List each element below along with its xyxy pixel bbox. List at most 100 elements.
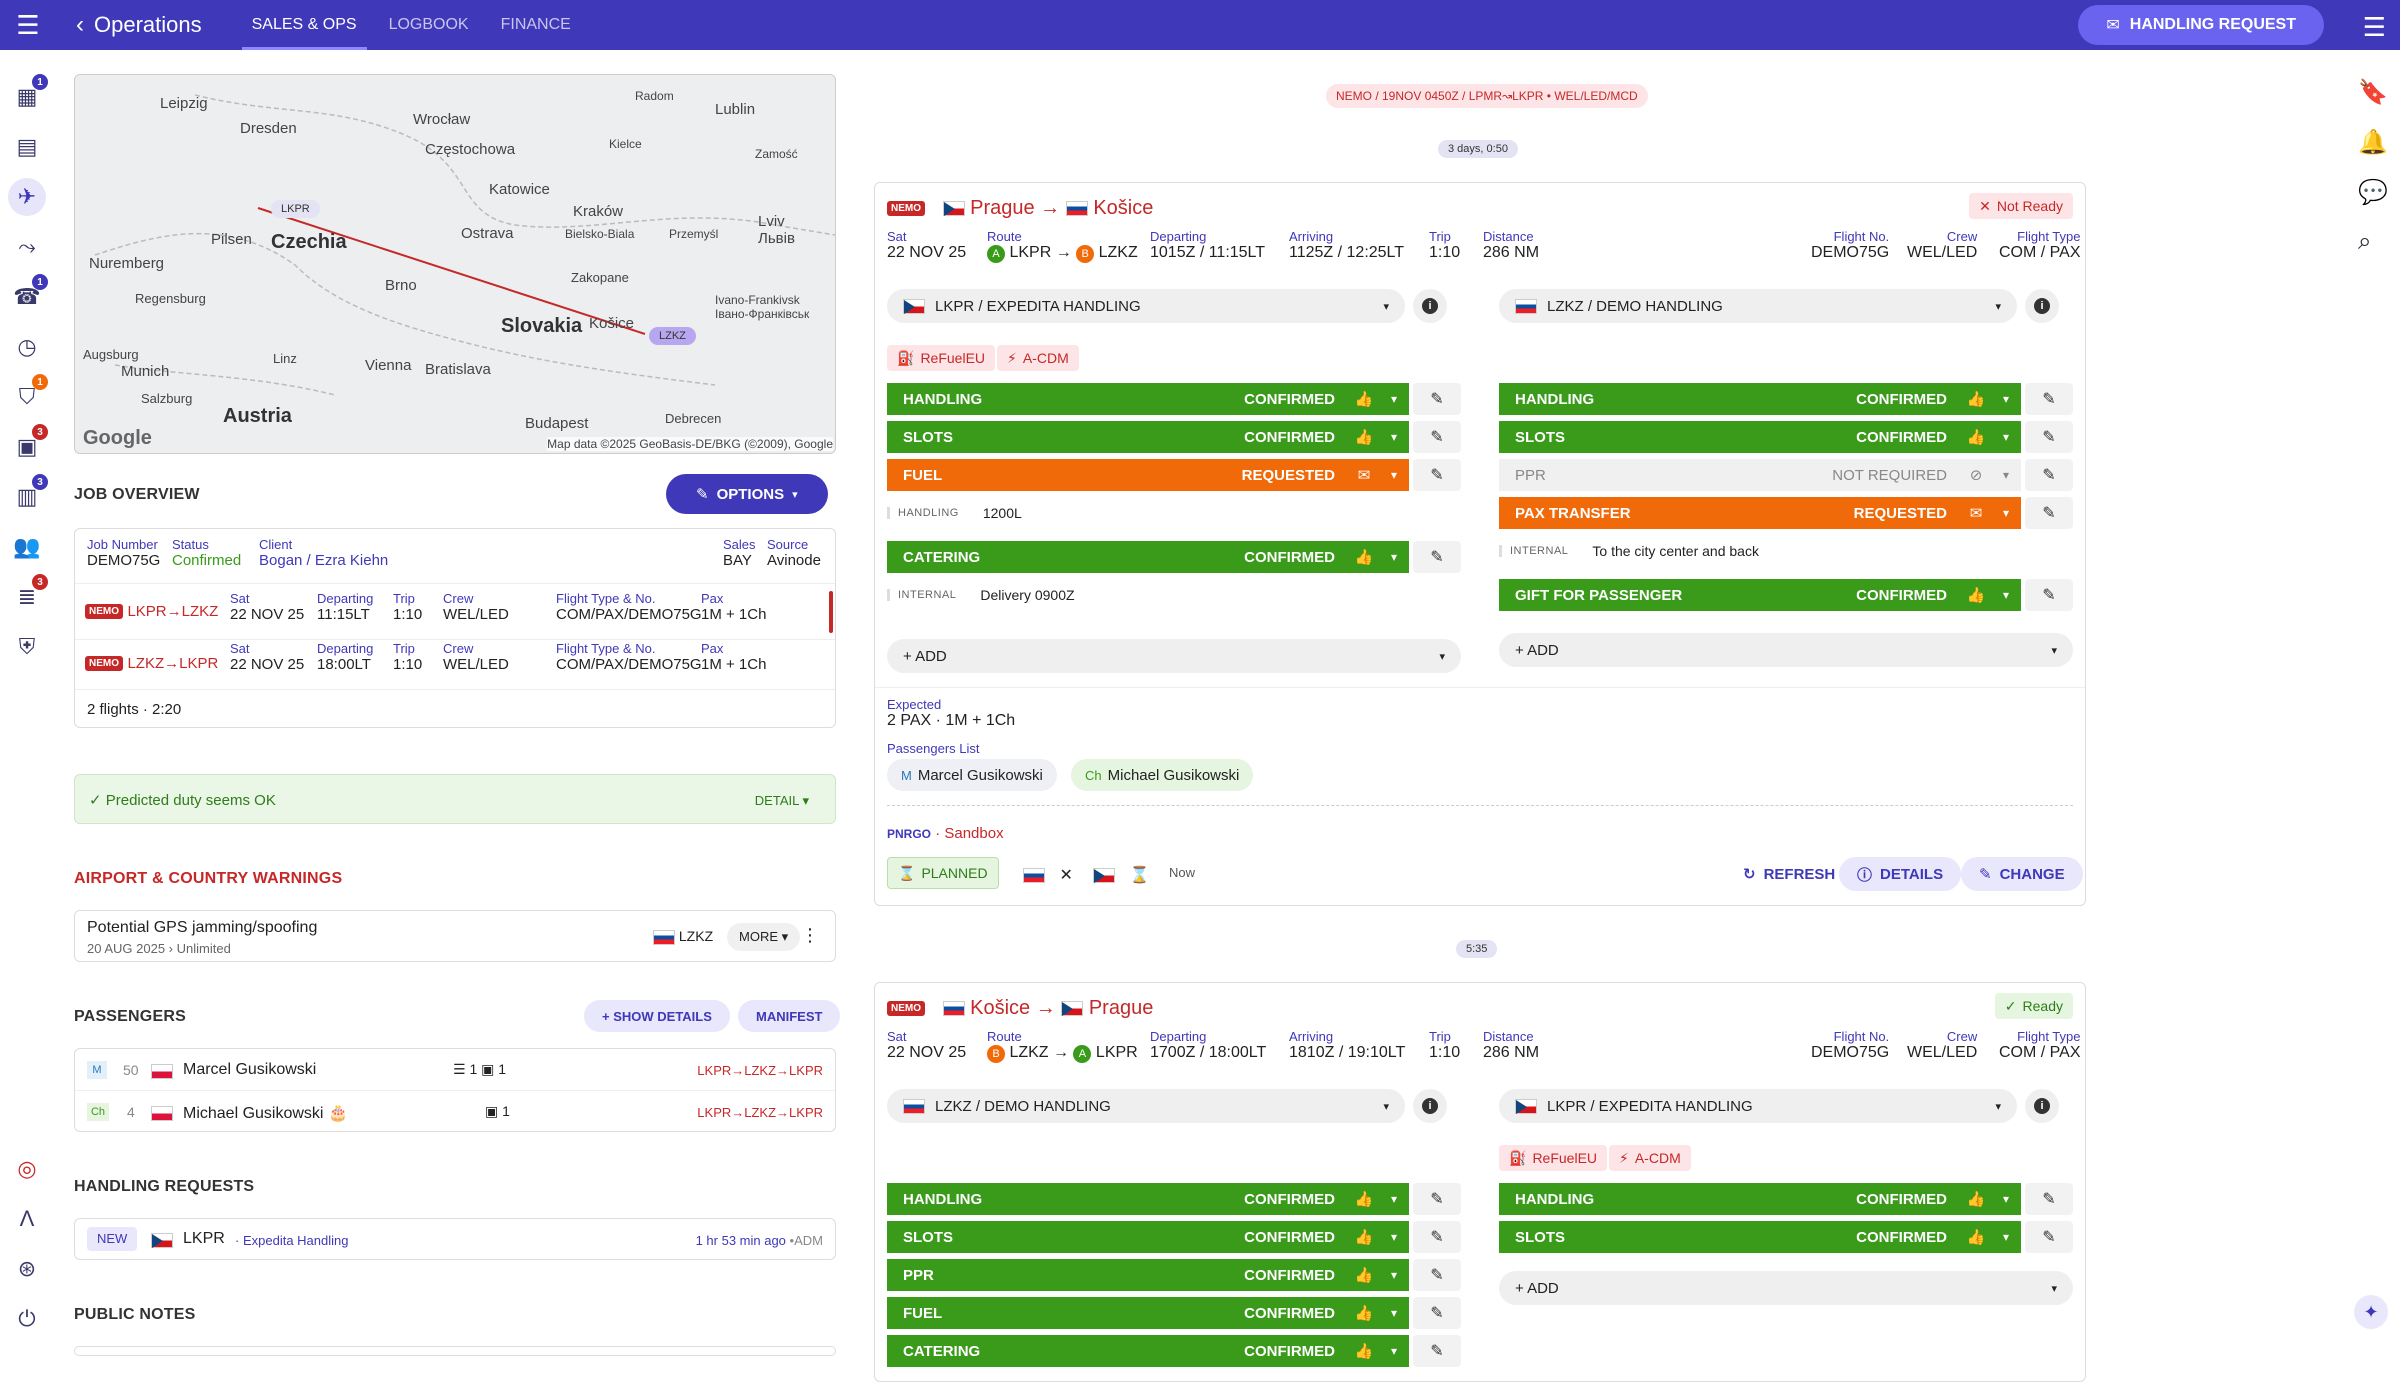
edit-pencil-icon[interactable]: ✎: [2025, 421, 2073, 453]
edit-pencil-icon[interactable]: ✎: [1413, 1221, 1461, 1253]
kebab-menu-icon[interactable]: ⋮: [801, 925, 819, 945]
tab-logbook[interactable]: LOGBOOK: [388, 16, 469, 33]
support-icon[interactable]: ⊛: [17, 1256, 37, 1281]
service-row[interactable]: GIFT FOR PASSENGER CONFIRMED 👍 ▾: [1499, 579, 2021, 611]
service-row[interactable]: SLOTS CONFIRMED 👍 ▾: [1499, 1221, 2021, 1253]
chat-icon[interactable]: 💬: [2358, 179, 2388, 206]
right-menu-icon[interactable]: ☰: [2362, 12, 2386, 42]
service-row[interactable]: PAX TRANSFER REQUESTED ✉ ▾: [1499, 497, 2021, 529]
info-icon[interactable]: i: [2025, 289, 2059, 323]
more-button[interactable]: MORE ▾: [727, 923, 801, 951]
service-row[interactable]: HANDLING CONFIRMED 👍 ▾: [887, 383, 1409, 415]
people-icon[interactable]: 👥: [13, 534, 41, 559]
client-link[interactable]: Bogan / Ezra Kiehn: [259, 552, 389, 569]
clock-icon[interactable]: ◷: [17, 334, 37, 359]
security-icon[interactable]: ⛨: [18, 634, 36, 659]
route-icon[interactable]: ⤳: [18, 234, 36, 259]
service-row[interactable]: SLOTS CONFIRMED 👍 ▾: [887, 1221, 1409, 1253]
duty-detail-button[interactable]: DETAIL ▾: [754, 793, 809, 808]
passenger-chip[interactable]: Ch Michael Gusikowski: [1071, 759, 1254, 791]
edit-pencil-icon[interactable]: ✎: [2025, 383, 2073, 415]
back-arrow-icon[interactable]: ‹: [76, 11, 84, 38]
shield-check-icon[interactable]: ⛉ 1: [8, 374, 48, 416]
planned-status[interactable]: ⌛ PLANNED: [887, 857, 999, 889]
acdm-tag[interactable]: ⚡ A-CDM: [1609, 1145, 1691, 1171]
passenger-chip[interactable]: M Marcel Gusikowski: [887, 759, 1057, 791]
target-icon[interactable]: ◎: [17, 1156, 37, 1181]
service-row[interactable]: HANDLING CONFIRMED 👍 ▾: [1499, 1183, 2021, 1215]
leg-row[interactable]: NEMO LKPR→LZKZ Sat 22 NOV 25 Departing 11:…: [75, 587, 835, 637]
edit-pencil-icon[interactable]: ✎: [2025, 1221, 2073, 1253]
handling-request-row[interactable]: NEW LKPR · Expedita Handling 1 hr 53 min…: [74, 1218, 836, 1260]
menu-icon[interactable]: ☰: [16, 9, 40, 40]
bookmark-icon[interactable]: 🔖: [2358, 79, 2388, 106]
service-row[interactable]: HANDLING CONFIRMED 👍 ▾: [1499, 383, 2021, 415]
calendar-icon[interactable]: ▤: [16, 134, 38, 159]
handler-select[interactable]: LKPR / EXPEDITA HANDLING ▾: [887, 289, 1405, 323]
edit-pencil-icon[interactable]: ✎: [1413, 383, 1461, 415]
edit-pencil-icon[interactable]: ✎: [2025, 497, 2073, 529]
handler-select[interactable]: LZKZ / DEMO HANDLING ▾: [887, 1089, 1405, 1123]
edit-pencil-icon[interactable]: ✎: [1413, 1183, 1461, 1215]
edit-pencil-icon[interactable]: ✎: [1413, 421, 1461, 453]
lkpr-marker[interactable]: LKPR: [271, 200, 320, 218]
message-chip[interactable]: NEMO / 19NOV 0450Z / LPMR↝LKPR • WEL/LED…: [1326, 84, 1648, 108]
edit-pencil-icon[interactable]: ✎: [2025, 579, 2073, 611]
edit-pencil-icon[interactable]: ✎: [2025, 459, 2073, 491]
add-service-select[interactable]: + ADD ▾: [1499, 1271, 2073, 1305]
refueleu-tag[interactable]: ⛽ ReFuelEU: [1499, 1145, 1608, 1171]
assistant-icon[interactable]: ✦: [2354, 1295, 2388, 1329]
edit-pencil-icon[interactable]: ✎: [1413, 1297, 1461, 1329]
add-service-select[interactable]: + ADD ▾: [887, 639, 1461, 673]
apex-icon[interactable]: Λ: [19, 1206, 35, 1231]
passenger-row[interactable]: Ch 4 Michael Gusikowski 🎂 ▣ 1 LKPR→LZKZ→…: [75, 1091, 835, 1133]
list-icon[interactable]: ≣ 3: [8, 574, 48, 616]
service-row[interactable]: HANDLING CONFIRMED 👍 ▾: [887, 1183, 1409, 1215]
options-button[interactable]: ✎ OPTIONS ▾: [666, 474, 828, 514]
handler-select[interactable]: LKPR / EXPEDITA HANDLING ▾: [1499, 1089, 2017, 1123]
service-row[interactable]: SLOTS CONFIRMED 👍 ▾: [1499, 421, 2021, 453]
change-button[interactable]: ✎ CHANGE: [1961, 857, 2083, 891]
info-icon[interactable]: i: [1413, 1089, 1447, 1123]
folder-icon[interactable]: ▣ 3: [8, 424, 48, 466]
service-row[interactable]: FUEL REQUESTED ✉ ▾: [887, 459, 1409, 491]
edit-pencil-icon[interactable]: ✎: [2025, 1183, 2073, 1215]
power-icon[interactable]: ⏻: [18, 1306, 36, 1331]
lzkz-marker[interactable]: LZKZ: [649, 327, 696, 345]
service-row[interactable]: SLOTS CONFIRMED 👍 ▾: [887, 421, 1409, 453]
leg-row[interactable]: NEMO LZKZ→LKPR Sat 22 NOV 25 Departing 18:…: [75, 641, 835, 691]
pnrgo-logo: PNRGO: [887, 827, 932, 841]
info-icon[interactable]: i: [2025, 1089, 2059, 1123]
edit-pencil-icon[interactable]: ✎: [1413, 1259, 1461, 1291]
add-service-select[interactable]: + ADD ▾: [1499, 633, 2073, 667]
bell-icon[interactable]: 🔔: [2358, 129, 2388, 156]
clipboard-icon[interactable]: ▥ 3: [8, 474, 48, 516]
dashboard-icon[interactable]: ▦ 1: [8, 74, 48, 116]
route-map[interactable]: Leipzig Dresden Wrocław Częstochowa Rado…: [74, 74, 836, 454]
edit-pencil-icon[interactable]: ✎: [1413, 459, 1461, 491]
flights-icon[interactable]: ✈: [8, 178, 46, 216]
handling-request-button[interactable]: ✉ HANDLING REQUEST: [2078, 5, 2324, 45]
show-details-button[interactable]: + SHOW DETAILS: [584, 1000, 730, 1032]
edit-pencil-icon[interactable]: ✎: [1413, 1335, 1461, 1367]
refueleu-tag[interactable]: ⛽ ReFuelEU: [887, 345, 996, 371]
acdm-tag[interactable]: ⚡ A-CDM: [997, 345, 1079, 371]
details-button[interactable]: ⓘ DETAILS: [1839, 857, 1962, 891]
passenger-row[interactable]: M 50 Marcel Gusikowski ☰ 1 ▣ 1 LKPR→LZKZ…: [75, 1049, 835, 1091]
refresh-button[interactable]: ↻ REFRESH: [1743, 865, 1836, 884]
service-row[interactable]: FUEL CONFIRMED 👍 ▾: [887, 1297, 1409, 1329]
service-row[interactable]: PPR NOT REQUIRED ⊘ ▾: [1499, 459, 2021, 491]
info-icon[interactable]: i: [1413, 289, 1447, 323]
tab-finance[interactable]: FINANCE: [500, 16, 571, 33]
edit-pencil-icon[interactable]: ✎: [1413, 541, 1461, 573]
handler-select[interactable]: LZKZ / DEMO HANDLING ▾: [1499, 289, 2017, 323]
service-row[interactable]: PPR CONFIRMED 👍 ▾: [887, 1259, 1409, 1291]
service-row[interactable]: CATERING CONFIRMED 👍 ▾: [887, 541, 1409, 573]
readiness-badge[interactable]: ✕ Not Ready: [1969, 193, 2073, 219]
readiness-badge[interactable]: ✓ Ready: [1994, 993, 2073, 1019]
manifest-button[interactable]: MANIFEST: [738, 1000, 841, 1032]
search-icon[interactable]: ⌕: [2358, 228, 2372, 255]
tab-sales-ops[interactable]: SALES & OPS: [241, 0, 367, 50]
requests-icon[interactable]: ☎ 1: [8, 274, 48, 316]
service-row[interactable]: CATERING CONFIRMED 👍 ▾: [887, 1335, 1409, 1367]
